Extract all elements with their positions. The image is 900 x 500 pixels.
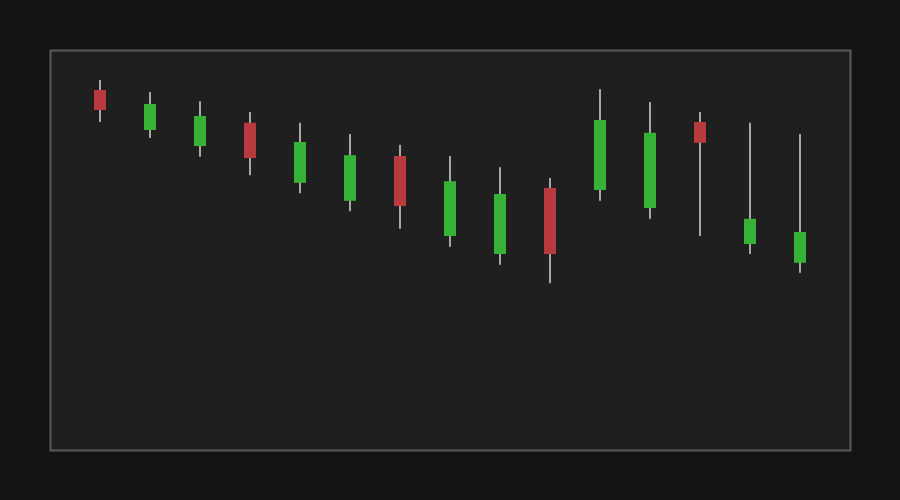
candle-body <box>344 155 356 201</box>
candle-11 <box>594 89 606 201</box>
candle-body <box>644 132 656 208</box>
candle-3 <box>194 101 206 157</box>
candle-12 <box>644 102 656 219</box>
candle-2 <box>144 92 156 138</box>
candle-body <box>144 104 156 130</box>
candle-body <box>494 194 506 254</box>
candle-body <box>394 156 406 206</box>
candle-body <box>594 120 606 190</box>
candle-body <box>194 116 206 146</box>
plot-area <box>49 49 852 452</box>
candle-5 <box>294 122 306 194</box>
candles-layer <box>94 80 806 284</box>
candle-7 <box>394 144 406 229</box>
candle-14 <box>744 122 756 254</box>
candle-15 <box>794 134 806 273</box>
candle-body <box>94 90 106 110</box>
candle-10 <box>544 178 556 284</box>
candle-4 <box>244 112 256 176</box>
candle-9 <box>494 167 506 265</box>
candle-body <box>544 188 556 254</box>
candle-6 <box>344 134 356 212</box>
candle-body <box>794 232 806 263</box>
candle-body <box>694 122 706 143</box>
candle-1 <box>94 80 106 122</box>
candle-body <box>744 218 756 244</box>
candle-body <box>294 142 306 183</box>
candle-13 <box>694 112 706 236</box>
candle-body <box>444 181 456 236</box>
candle-8 <box>444 156 456 247</box>
candle-body <box>244 122 256 158</box>
